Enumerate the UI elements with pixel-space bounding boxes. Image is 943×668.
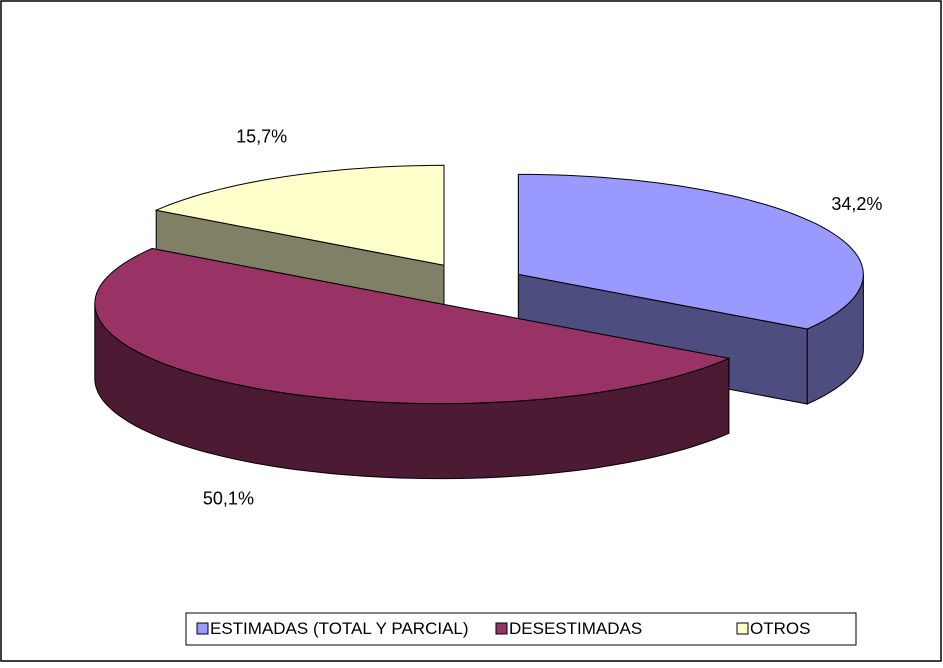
legend-label: DESESTIMADAS	[509, 619, 642, 638]
legend-label: OTROS	[750, 619, 810, 638]
data-label: 34,2%	[831, 194, 882, 214]
legend-label: ESTIMADAS (TOTAL Y PARCIAL)	[210, 619, 469, 638]
slice	[94, 247, 731, 405]
legend-swatch	[495, 622, 508, 635]
legend-swatch	[736, 622, 749, 635]
slice	[154, 164, 445, 266]
data-label: 50,1%	[203, 489, 254, 509]
data-label: 15,7%	[236, 126, 287, 146]
legend-swatch	[196, 622, 209, 635]
slice	[517, 173, 864, 330]
